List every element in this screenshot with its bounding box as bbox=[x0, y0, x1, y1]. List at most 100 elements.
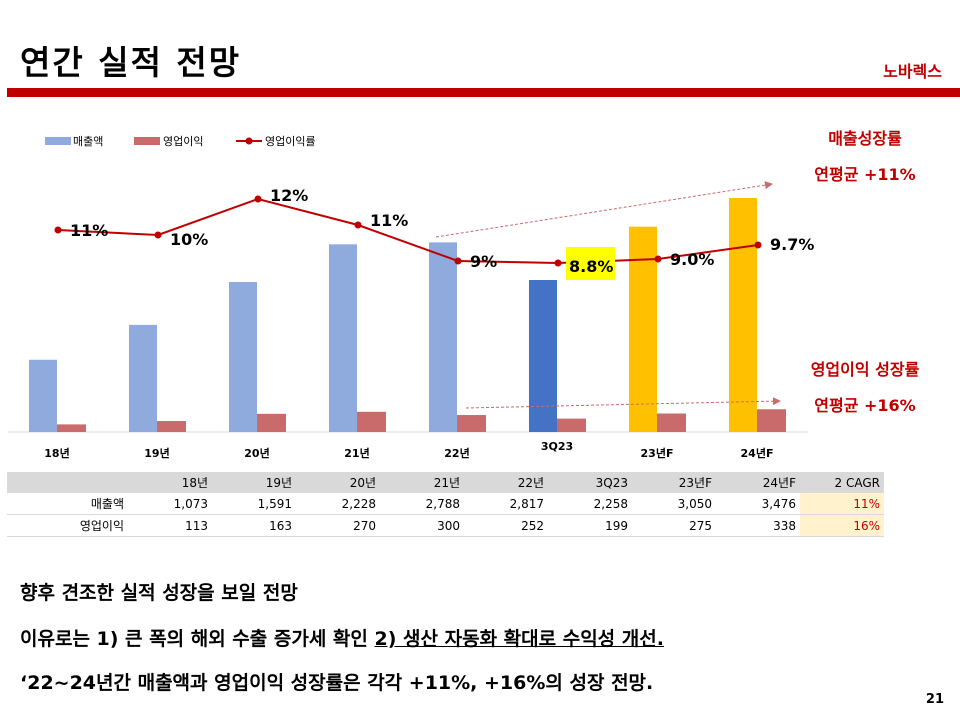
bar-op-income bbox=[657, 413, 686, 432]
summary-line-2: 이유로는 1) 큰 폭의 해외 수출 증가세 확인 2) 생산 자동화 확대로 … bbox=[20, 624, 664, 651]
summary-line-2-plain: 이유로는 1) 큰 폭의 해외 수출 증가세 확인 bbox=[20, 628, 375, 650]
x-tick-label: 22년 bbox=[444, 446, 469, 460]
margin-point bbox=[754, 241, 762, 249]
x-tick-label: 18년 bbox=[44, 446, 69, 460]
summary-line-3: ‘22~24년간 매출액과 영업이익 성장률은 각각 +11%, +16%의 성… bbox=[20, 672, 654, 694]
table-row: 매출액 1,073 1,591 2,228 2,788 2,817 2,258 … bbox=[7, 493, 884, 515]
page-number: 21 bbox=[925, 692, 944, 707]
revenue-growth-annotation: 매출성장률 연평균 +11% bbox=[790, 121, 940, 193]
x-tick-label: 20년 bbox=[244, 446, 269, 460]
bar-revenue bbox=[529, 279, 557, 432]
legend-label-revenue: 매출액 bbox=[73, 135, 103, 148]
table-cell: 3,476 bbox=[716, 493, 800, 515]
x-tick-label: 23년F bbox=[641, 446, 674, 460]
margin-point bbox=[454, 257, 462, 265]
margin-data-label: 8.8% bbox=[569, 257, 613, 276]
table-header-cell: 3Q23 bbox=[548, 472, 632, 493]
company-name: 노바렉스 bbox=[883, 62, 942, 81]
revenue-growth-title: 매출성장률 bbox=[828, 129, 902, 148]
row-label: 영업이익 bbox=[7, 514, 128, 537]
margin-point bbox=[254, 195, 262, 203]
row-label: 매출액 bbox=[7, 493, 128, 515]
bar-revenue bbox=[129, 324, 157, 432]
table-header-cell: 21년 bbox=[380, 472, 464, 493]
table-cell: 2,817 bbox=[464, 493, 548, 515]
margin-point bbox=[354, 221, 362, 229]
bar-revenue bbox=[429, 242, 457, 432]
bar-op-income bbox=[57, 424, 86, 432]
x-tick-label: 24년F bbox=[741, 446, 774, 460]
x-tick-label: 3Q23 bbox=[541, 440, 573, 453]
table-header-cell: 24년F bbox=[716, 472, 800, 493]
table-cell: 252 bbox=[464, 514, 548, 537]
table-cell: 3,050 bbox=[632, 493, 716, 515]
margin-data-label: 9% bbox=[470, 252, 497, 271]
bar-op-income bbox=[457, 415, 486, 432]
table-header-cell: 19년 bbox=[212, 472, 296, 493]
bar-op-income bbox=[357, 411, 386, 432]
bar-op-income bbox=[157, 421, 186, 432]
table-cell: 163 bbox=[212, 514, 296, 537]
legend-swatch-revenue bbox=[45, 137, 71, 145]
table-header-cell: 18년 bbox=[128, 472, 212, 493]
table-header-row: 18년 19년 20년 21년 22년 3Q23 23년F 24년F 2 CAG… bbox=[7, 472, 884, 493]
legend-swatch-op-income bbox=[134, 137, 160, 145]
margin-data-label: 12% bbox=[270, 186, 308, 205]
table-cell: 2,228 bbox=[296, 493, 380, 515]
highlight-label-bg bbox=[566, 247, 615, 280]
bar-op-income bbox=[257, 413, 286, 432]
op-growth-annotation: 영업이익 성장률 연평균 +16% bbox=[785, 352, 945, 424]
summary-line-2-underlined: 2) 생산 자동화 확대로 수익성 개선. bbox=[374, 628, 664, 650]
table-cell: 2,258 bbox=[548, 493, 632, 515]
op-income-trend-arrow bbox=[465, 397, 781, 409]
x-tick-label: 19년 bbox=[144, 446, 169, 460]
table-header-cell bbox=[7, 472, 128, 493]
op-growth-title: 영업이익 성장률 bbox=[810, 360, 920, 379]
table-row: 영업이익 113 163 270 300 252 199 275 338 16% bbox=[7, 514, 884, 537]
legend-label-op-income: 영업이익 bbox=[163, 135, 203, 148]
title-divider bbox=[7, 88, 960, 97]
margin-data-label: 9.0% bbox=[670, 250, 714, 269]
table-header-cell: 20년 bbox=[296, 472, 380, 493]
table-cell: 275 bbox=[632, 514, 716, 537]
op-growth-value: 연평균 +16% bbox=[814, 396, 916, 415]
table-cell: 2,788 bbox=[380, 493, 464, 515]
table-cell: 113 bbox=[128, 514, 212, 537]
bar-revenue bbox=[229, 282, 257, 432]
margin-data-label: 9.7% bbox=[770, 235, 814, 254]
margin-point bbox=[554, 259, 562, 267]
legend-label-margin: 영업이익률 bbox=[265, 135, 316, 148]
bar-op-income bbox=[757, 409, 786, 432]
revenue-chart: 매출액 영업이익 영업이익률 11% 10% 12% 11% 9% 8.8% 9.0% 9.7… bbox=[8, 135, 814, 460]
revenue-growth-value: 연평균 +11% bbox=[814, 165, 916, 184]
table-cell: 338 bbox=[716, 514, 800, 537]
financial-table: 18년 19년 20년 21년 22년 3Q23 23년F 24년F 2 CAG… bbox=[7, 472, 884, 537]
table-cell: 1,591 bbox=[212, 493, 296, 515]
chart-legend: 매출액 영업이익 영업이익률 bbox=[45, 135, 316, 148]
page-title: 연간 실적 전망 bbox=[20, 43, 242, 82]
table-cell: 1,073 bbox=[128, 493, 212, 515]
table-header-cell: 23년F bbox=[632, 472, 716, 493]
bar-revenue bbox=[629, 226, 657, 432]
revenue-trend-arrow bbox=[435, 181, 773, 238]
margin-point bbox=[54, 226, 62, 234]
margin-point bbox=[154, 231, 162, 239]
table-header-cell: 2 CAGR bbox=[800, 472, 884, 493]
legend-marker-margin bbox=[245, 137, 253, 145]
margin-line bbox=[57, 197, 759, 265]
table-cell: 270 bbox=[296, 514, 380, 537]
bar-revenue bbox=[729, 198, 757, 432]
table-cell: 300 bbox=[380, 514, 464, 537]
bar-op-income bbox=[557, 418, 586, 432]
table-header-cell: 22년 bbox=[464, 472, 548, 493]
bar-revenue bbox=[29, 359, 57, 432]
bar-revenue bbox=[329, 244, 357, 432]
margin-point bbox=[654, 255, 662, 263]
margin-data-label: 11% bbox=[370, 211, 408, 230]
summary-line-1: 향후 견조한 실적 성장을 보일 전망 bbox=[20, 582, 298, 604]
table-cell: 199 bbox=[548, 514, 632, 537]
margin-data-label: 10% bbox=[170, 230, 208, 249]
x-tick-label: 21년 bbox=[344, 446, 369, 460]
cagr-cell: 11% bbox=[800, 493, 884, 515]
margin-data-label: 11% bbox=[70, 221, 108, 240]
